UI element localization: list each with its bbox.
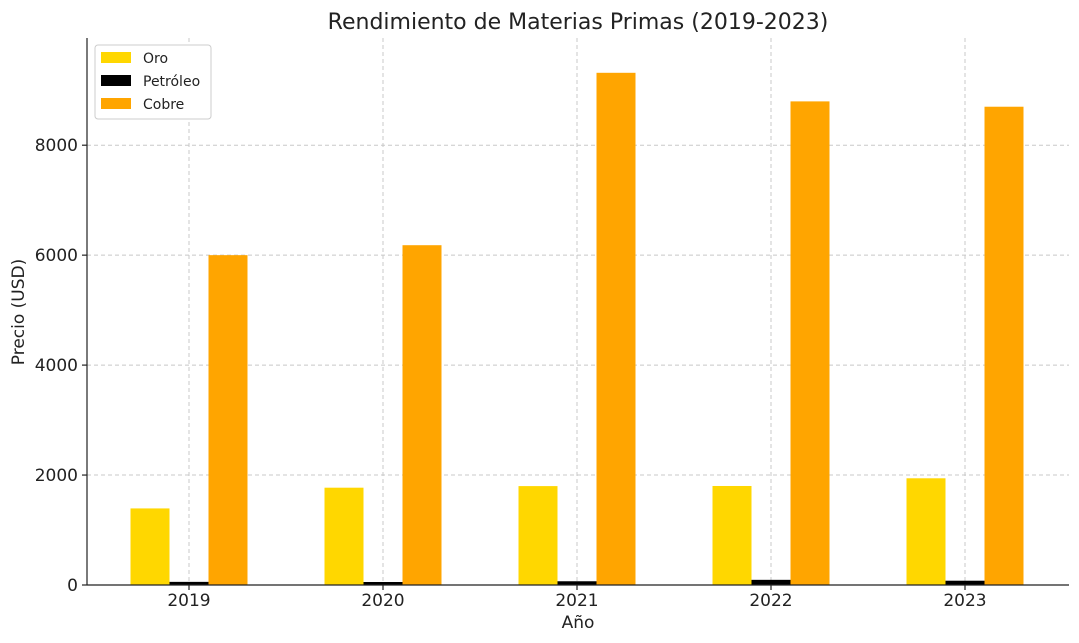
axes: 0 2000 4000 6000 8000 2019 2020 2021 2022 2023: [35, 38, 1069, 611]
legend-swatch: [101, 75, 131, 86]
y-tick-label: 8000: [35, 136, 78, 156]
y-tick-label: 2000: [35, 466, 78, 486]
legend-label: Oro: [143, 51, 168, 67]
legend-label: Petróleo: [143, 74, 200, 90]
bar-petroleo-2020: [363, 582, 403, 585]
bar-oro-2019: [130, 508, 170, 585]
bar-cobre-2019: [208, 255, 248, 585]
bar-oro-2023: [906, 478, 946, 585]
y-axis-label: Precio (USD): [9, 259, 29, 366]
legend-swatch: [101, 52, 131, 63]
bar-petroleo-2023: [945, 580, 985, 585]
legend-label: Cobre: [143, 97, 184, 113]
y-tick-label: 6000: [35, 246, 78, 266]
bar-cobre-2023: [984, 106, 1024, 585]
x-tick-label: 2019: [167, 591, 210, 611]
bar-oro-2020: [324, 487, 364, 585]
y-tick-label: 4000: [35, 356, 78, 376]
bar-cobre-2020: [402, 245, 442, 585]
chart-title: Rendimiento de Materias Primas (2019-202…: [328, 10, 829, 35]
y-tick-label: 0: [67, 576, 78, 596]
legend: Oro Petróleo Cobre: [94, 44, 212, 120]
bar-cobre-2022: [790, 101, 830, 585]
x-tick-label: 2022: [749, 591, 792, 611]
x-axis-label: Año: [562, 613, 595, 633]
x-tick-label: 2023: [943, 591, 986, 611]
grid: [87, 38, 1069, 585]
bar-cobre-2021: [596, 72, 636, 586]
bar-petroleo-2022: [751, 579, 791, 585]
bar-oro-2021: [518, 486, 558, 585]
bar-petroleo-2019: [169, 581, 209, 585]
x-tick-label: 2021: [555, 591, 598, 611]
bar-petroleo-2021: [557, 581, 597, 585]
bars: [130, 72, 1024, 586]
bar-oro-2022: [712, 485, 752, 585]
legend-swatch: [101, 98, 131, 109]
x-tick-label: 2020: [361, 591, 404, 611]
